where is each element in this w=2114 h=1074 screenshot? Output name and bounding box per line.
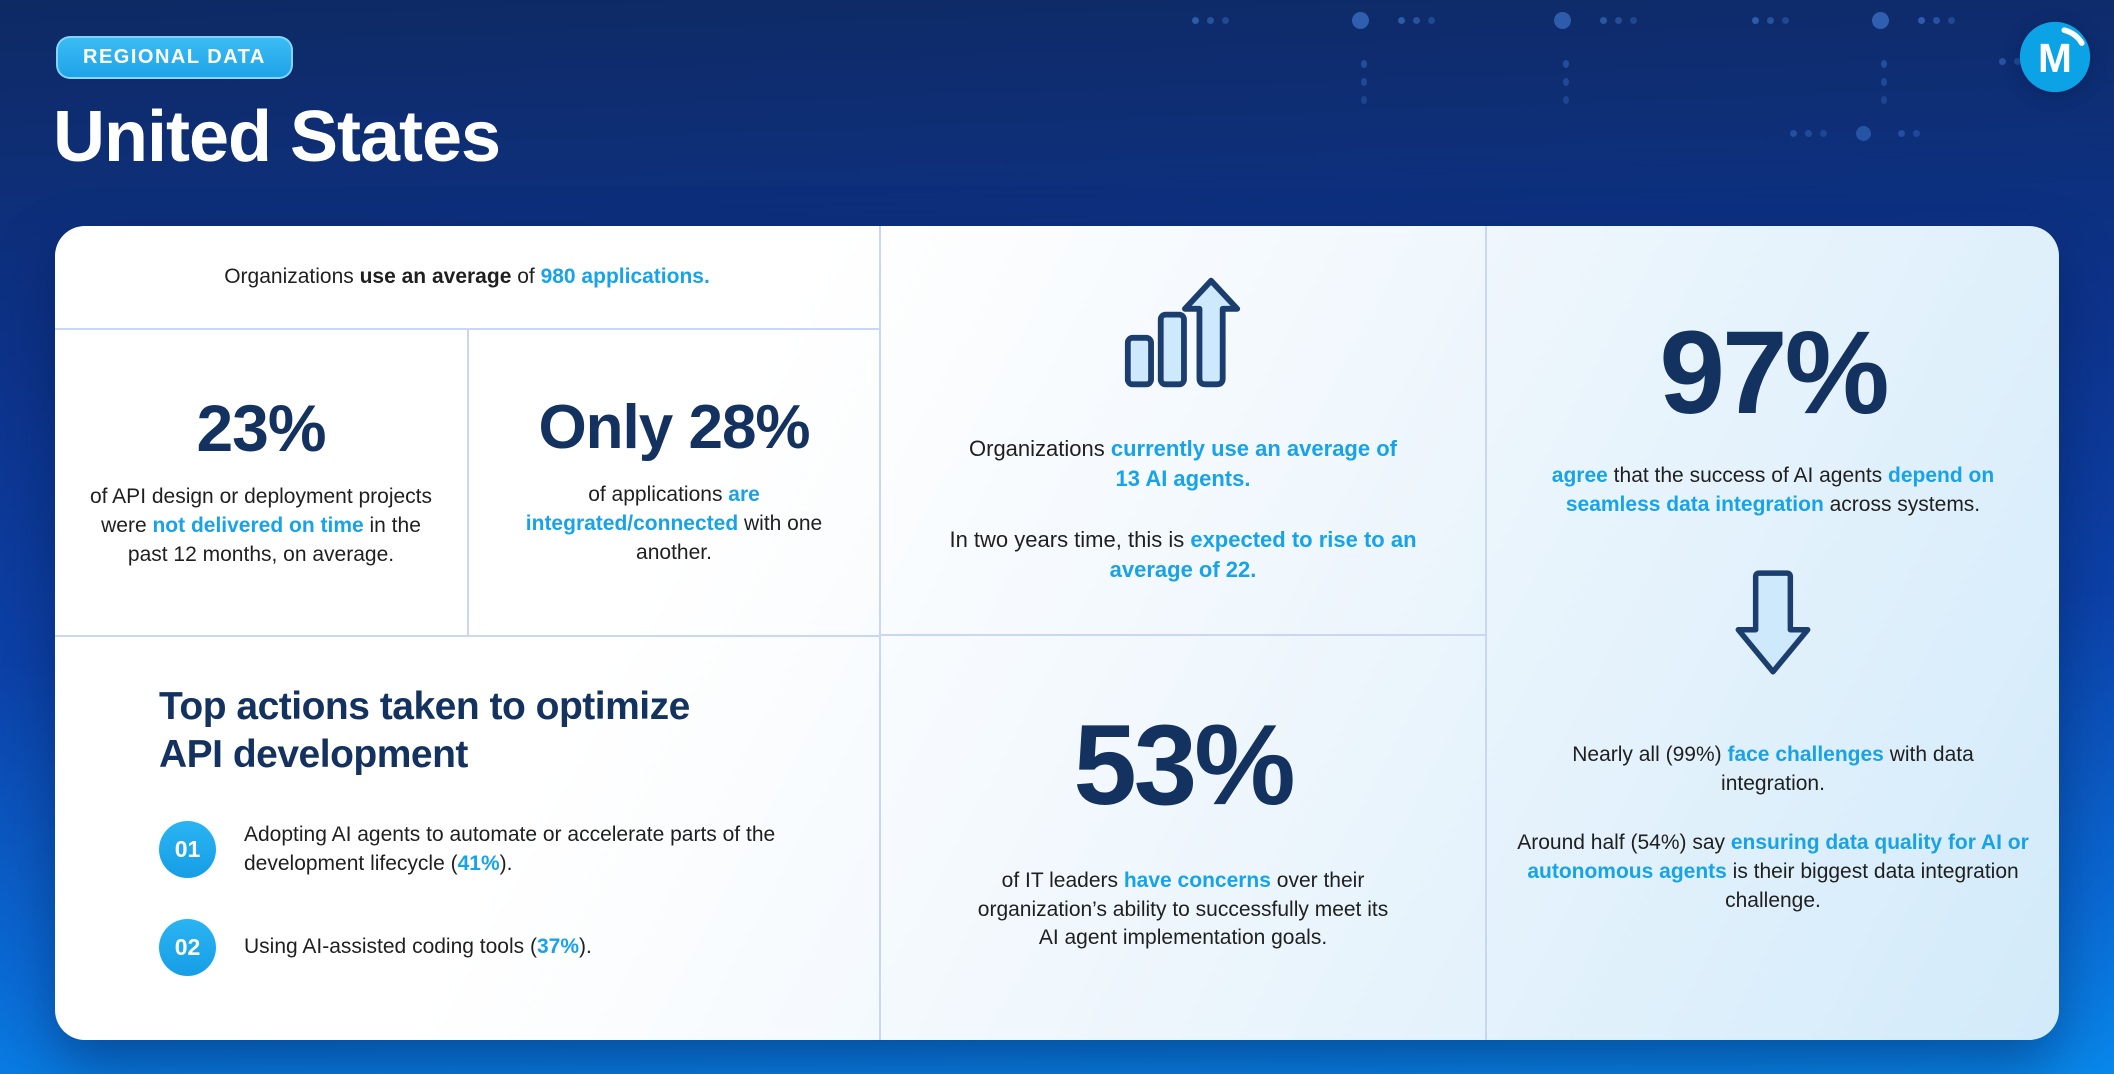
apps-average-card: Organizations use an average of 980 appl… [55, 226, 879, 330]
ai-agents-card: Organizations currently use an average o… [881, 226, 1485, 636]
mulesoft-logo-icon: M [2019, 21, 2091, 93]
stat-53-card: 53% of IT leaders have concerns over the… [881, 636, 1485, 1040]
top-actions-heading: Top actions taken to optimize API develo… [159, 685, 690, 777]
bar-chart-rising-arrow-icon [1122, 275, 1244, 396]
action-2-number-badge: 02 [159, 918, 216, 976]
svg-text:M: M [2038, 35, 2072, 81]
stats-row: 23% of API design or deployment projects… [55, 330, 879, 637]
middle-column: Organizations currently use an average o… [881, 226, 1487, 1040]
agents-future-text: In two years time, this is expected to r… [949, 526, 1417, 582]
stat-23-value: 23% [196, 391, 326, 466]
data-quality-text: Around half (54%) say ensuring data qual… [1517, 830, 2029, 912]
stat-23-card: 23% of API design or deployment projects… [55, 330, 469, 635]
top-actions-card: Top actions taken to optimize API develo… [55, 637, 879, 1040]
apps-average-text: Organizations use an average of 980 appl… [224, 264, 710, 288]
stat-97-text: agree that the success of AI agents depe… [1551, 464, 1995, 516]
badge-label: REGIONAL DATA [83, 46, 266, 68]
stat-28-text: of applications are integrated/connected… [525, 483, 823, 564]
challenges-text: Nearly all (99%) face challenges with da… [1572, 742, 1974, 795]
action-item-1: 01 Adopting AI agents to automate or acc… [159, 820, 804, 879]
stat-23-text: of API design or deployment projects wer… [89, 485, 433, 566]
stat-28-card: Only 28% of applications are integrated/… [469, 330, 879, 635]
action-item-2: 02 Using AI-assisted coding tools (37%). [159, 918, 804, 976]
action-1-number-badge: 01 [159, 820, 216, 878]
stat-97-card: 97% agree that the success of AI agents … [1487, 226, 2059, 1040]
right-column: 97% agree that the success of AI agents … [1487, 226, 2059, 1040]
action-2-text: Using AI-assisted coding tools (37%). [244, 935, 592, 959]
stat-28-value: Only 28% [538, 393, 810, 463]
stat-97-value: 97% [1659, 307, 1889, 439]
left-column: Organizations use an average of 980 appl… [55, 226, 881, 1040]
stat-53-value: 53% [1073, 701, 1295, 829]
stat-53-text: of IT leaders have concerns over their o… [977, 868, 1389, 950]
regional-data-badge: REGIONAL DATA [56, 36, 293, 79]
page-title: United States [53, 97, 501, 177]
mulesoft-logo: M [2018, 20, 2092, 94]
stats-panel: Organizations use an average of 980 appl… [55, 226, 2059, 1040]
arrow-down-icon [1731, 568, 1815, 691]
agents-now-text: Organizations currently use an average o… [969, 435, 1397, 492]
action-1-text: Adopting AI agents to automate or accele… [244, 822, 776, 876]
